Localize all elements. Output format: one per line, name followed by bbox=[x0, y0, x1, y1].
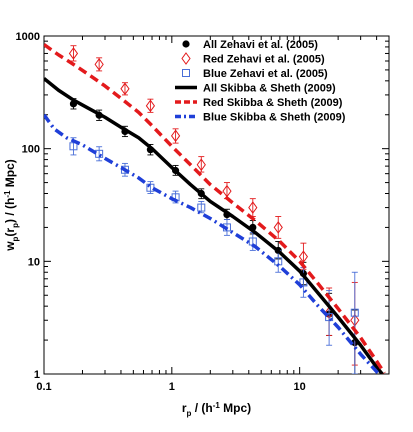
series-5 bbox=[44, 113, 382, 374]
y-axis-label-part: Mpc) bbox=[3, 159, 17, 190]
legend-label: Blue Zehavi et al. (2005) bbox=[203, 68, 328, 80]
data-point bbox=[350, 308, 359, 317]
series-0 bbox=[69, 98, 359, 374]
x-axis-label-part: -1 bbox=[213, 401, 221, 410]
y-axis-label-part: (r bbox=[3, 228, 17, 237]
data-point bbox=[94, 58, 104, 71]
series-layer bbox=[44, 43, 386, 374]
axis-ticks bbox=[43, 35, 390, 375]
legend-item: Blue Skibba & Sheth (2009) bbox=[175, 112, 346, 124]
series-line bbox=[44, 43, 386, 374]
y-axis-label-part: w bbox=[3, 241, 17, 252]
data-point bbox=[196, 158, 206, 172]
legend-item: All Zehavi et al. (2005) bbox=[182, 39, 318, 51]
legend-item: Blue Zehavi et al. (2005) bbox=[182, 68, 328, 80]
plot-area bbox=[43, 35, 390, 375]
plot-frame bbox=[43, 35, 390, 375]
legend-label: Blue Skibba & Sheth (2009) bbox=[203, 112, 346, 124]
data-point bbox=[170, 129, 181, 143]
x-tick-label: 0.1 bbox=[36, 381, 51, 393]
y-tick-label: 100 bbox=[22, 144, 40, 156]
y-axis-label: wp(rp) / (h-1 Mpc) bbox=[3, 159, 20, 252]
x-axis-label-part: r bbox=[182, 401, 187, 415]
data-point bbox=[69, 142, 78, 151]
legend-label: All Skibba & Sheth (2009) bbox=[203, 83, 336, 95]
data-point bbox=[197, 203, 206, 212]
legend-swatch bbox=[182, 40, 190, 48]
legend-label: Red Zehavi et al. (2005) bbox=[203, 54, 325, 66]
legend-swatch bbox=[182, 69, 190, 77]
series-3 bbox=[44, 77, 385, 374]
series-2 bbox=[69, 137, 359, 374]
y-axis-label-part: ) / (h bbox=[3, 198, 17, 223]
data-point bbox=[120, 82, 130, 96]
y-tick-label: 1 bbox=[34, 369, 40, 381]
legend-item: All Skibba & Sheth (2009) bbox=[175, 83, 336, 95]
legend-item: Red Skibba & Sheth (2009) bbox=[175, 97, 343, 109]
x-axis-label-part: / (h bbox=[191, 401, 212, 415]
data-point bbox=[68, 47, 79, 60]
data-point bbox=[298, 250, 309, 264]
y-axis-label-part: p bbox=[11, 223, 20, 228]
y-tick-label: 10 bbox=[28, 256, 40, 268]
legend-label: All Zehavi et al. (2005) bbox=[203, 39, 318, 51]
data-point bbox=[273, 221, 283, 234]
y-axis-label-part: -1 bbox=[3, 190, 12, 198]
x-axis-label: rp / (h-1 Mpc) bbox=[182, 401, 251, 418]
legend-swatch bbox=[181, 52, 191, 65]
series-line bbox=[44, 113, 382, 374]
x-axis-label-part: p bbox=[186, 409, 191, 418]
y-tick-label: 1000 bbox=[16, 31, 40, 43]
legend-item: Red Zehavi et al. (2005) bbox=[181, 52, 325, 66]
series-line bbox=[44, 77, 385, 374]
x-axis-label-part: Mpc) bbox=[220, 401, 251, 415]
y-axis-label-part: p bbox=[11, 236, 20, 241]
series-4 bbox=[44, 43, 386, 374]
data-point bbox=[145, 99, 156, 113]
data-point bbox=[325, 313, 334, 322]
legend: All Zehavi et al. (2005) Red Zehavi et al… bbox=[175, 39, 346, 124]
x-tick-label: 10 bbox=[294, 381, 306, 393]
data-point bbox=[248, 201, 258, 214]
legend-label: Red Skibba & Sheth (2009) bbox=[203, 97, 343, 109]
x-tick-label: 1 bbox=[169, 381, 175, 393]
